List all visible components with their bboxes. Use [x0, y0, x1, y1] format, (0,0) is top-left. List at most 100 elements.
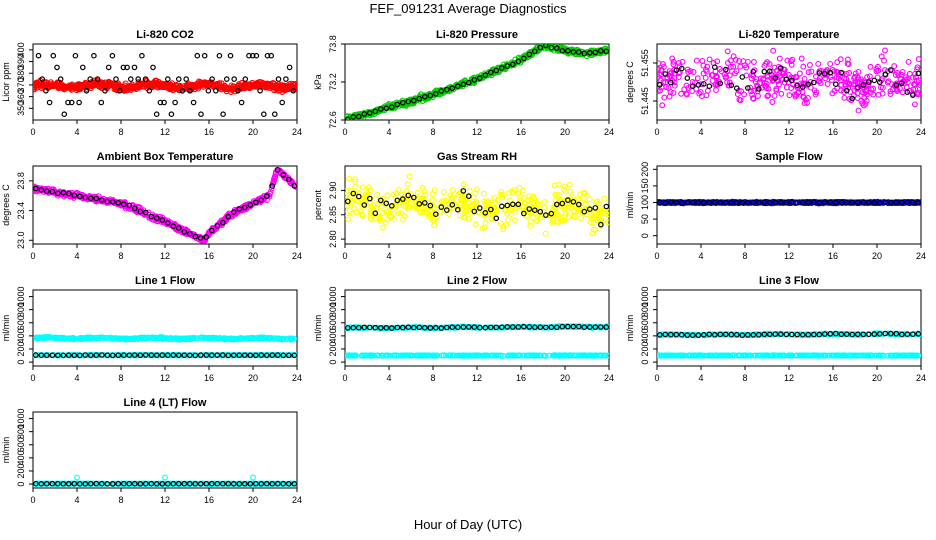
data-point [84, 335, 91, 342]
data-point [372, 108, 379, 115]
data-point [709, 199, 716, 206]
data-point [96, 83, 103, 90]
data-point [788, 61, 795, 68]
data-point [131, 335, 138, 342]
data-point [581, 50, 588, 57]
data-point [82, 194, 89, 201]
data-point [427, 92, 434, 99]
data-point [482, 72, 489, 78]
x-tick-label: 4 [698, 127, 703, 137]
x-tick-label: 0 [342, 127, 347, 137]
data-point [903, 84, 910, 91]
panel-title: Sample Flow [755, 151, 823, 163]
data-point [887, 91, 894, 97]
data-point [113, 76, 119, 82]
data-point [899, 69, 906, 75]
data-point [882, 47, 888, 54]
data-point [379, 210, 386, 216]
data-point [541, 204, 548, 211]
data-point [788, 58, 794, 65]
data-point [466, 188, 473, 195]
data-point [815, 60, 822, 67]
data-point [887, 88, 894, 95]
data-point [219, 84, 226, 91]
data-point [592, 49, 599, 56]
x-tick-label: 16 [204, 373, 214, 383]
data-point [351, 205, 358, 212]
data-point [395, 210, 402, 217]
data-point [232, 209, 239, 216]
data-point [260, 111, 267, 118]
data-point [92, 334, 99, 341]
data-point [269, 335, 276, 342]
data-point [491, 194, 498, 201]
data-point [669, 55, 676, 62]
data-layer [33, 52, 297, 118]
data-point [837, 56, 844, 63]
data-point [914, 64, 921, 71]
data-point [242, 335, 249, 342]
y-tick-label: 23.0 [16, 232, 26, 250]
y-tick-label: 600 [328, 315, 338, 330]
data-point [394, 197, 401, 204]
data-point [416, 201, 423, 207]
data-point [57, 352, 64, 359]
y-tick-label: 390 [16, 54, 26, 69]
data-point [509, 201, 516, 208]
data-point [736, 96, 743, 103]
data-point [887, 67, 894, 73]
data-point [220, 111, 226, 118]
data-point [132, 352, 138, 358]
data-point [375, 325, 382, 331]
data-point [904, 79, 911, 86]
data-point [83, 81, 90, 88]
y-axis-label: ml/min [313, 315, 323, 342]
data-point [515, 58, 522, 65]
data-point [838, 69, 845, 76]
data-point [915, 56, 921, 63]
data-point [384, 192, 391, 199]
data-point [542, 230, 549, 237]
data-point [366, 110, 373, 116]
data-point [107, 334, 114, 341]
data-point [432, 211, 439, 218]
data-point [65, 99, 71, 106]
data-point [353, 209, 360, 216]
data-point [723, 73, 730, 80]
data-point [447, 324, 454, 331]
data-point [258, 197, 265, 203]
data-point [398, 210, 405, 217]
data-point [838, 199, 845, 206]
data-point [213, 335, 220, 342]
data-point [487, 69, 494, 76]
data-point [703, 92, 710, 99]
data-point [352, 176, 359, 183]
data-point [683, 82, 690, 89]
data-point [798, 55, 805, 62]
data-point [476, 205, 483, 211]
data-point [127, 85, 134, 92]
data-point [249, 52, 256, 59]
data-point [91, 52, 97, 59]
data-point [120, 64, 127, 71]
data-point [202, 334, 209, 341]
data-point [849, 95, 856, 102]
data-point [110, 199, 116, 205]
data-point [603, 48, 609, 55]
data-point [556, 200, 563, 207]
data-point [99, 352, 105, 358]
data-point [794, 82, 801, 89]
data-point [717, 80, 724, 87]
data-point [591, 211, 598, 218]
data-point [875, 67, 882, 74]
data-point [176, 76, 182, 82]
data-point [465, 79, 472, 86]
data-point [659, 61, 666, 68]
data-point [54, 190, 61, 197]
data-point [550, 217, 557, 223]
y-tick-label: 200 [328, 341, 338, 356]
data-point [137, 208, 144, 215]
data-point [744, 199, 751, 206]
data-point [540, 324, 547, 331]
